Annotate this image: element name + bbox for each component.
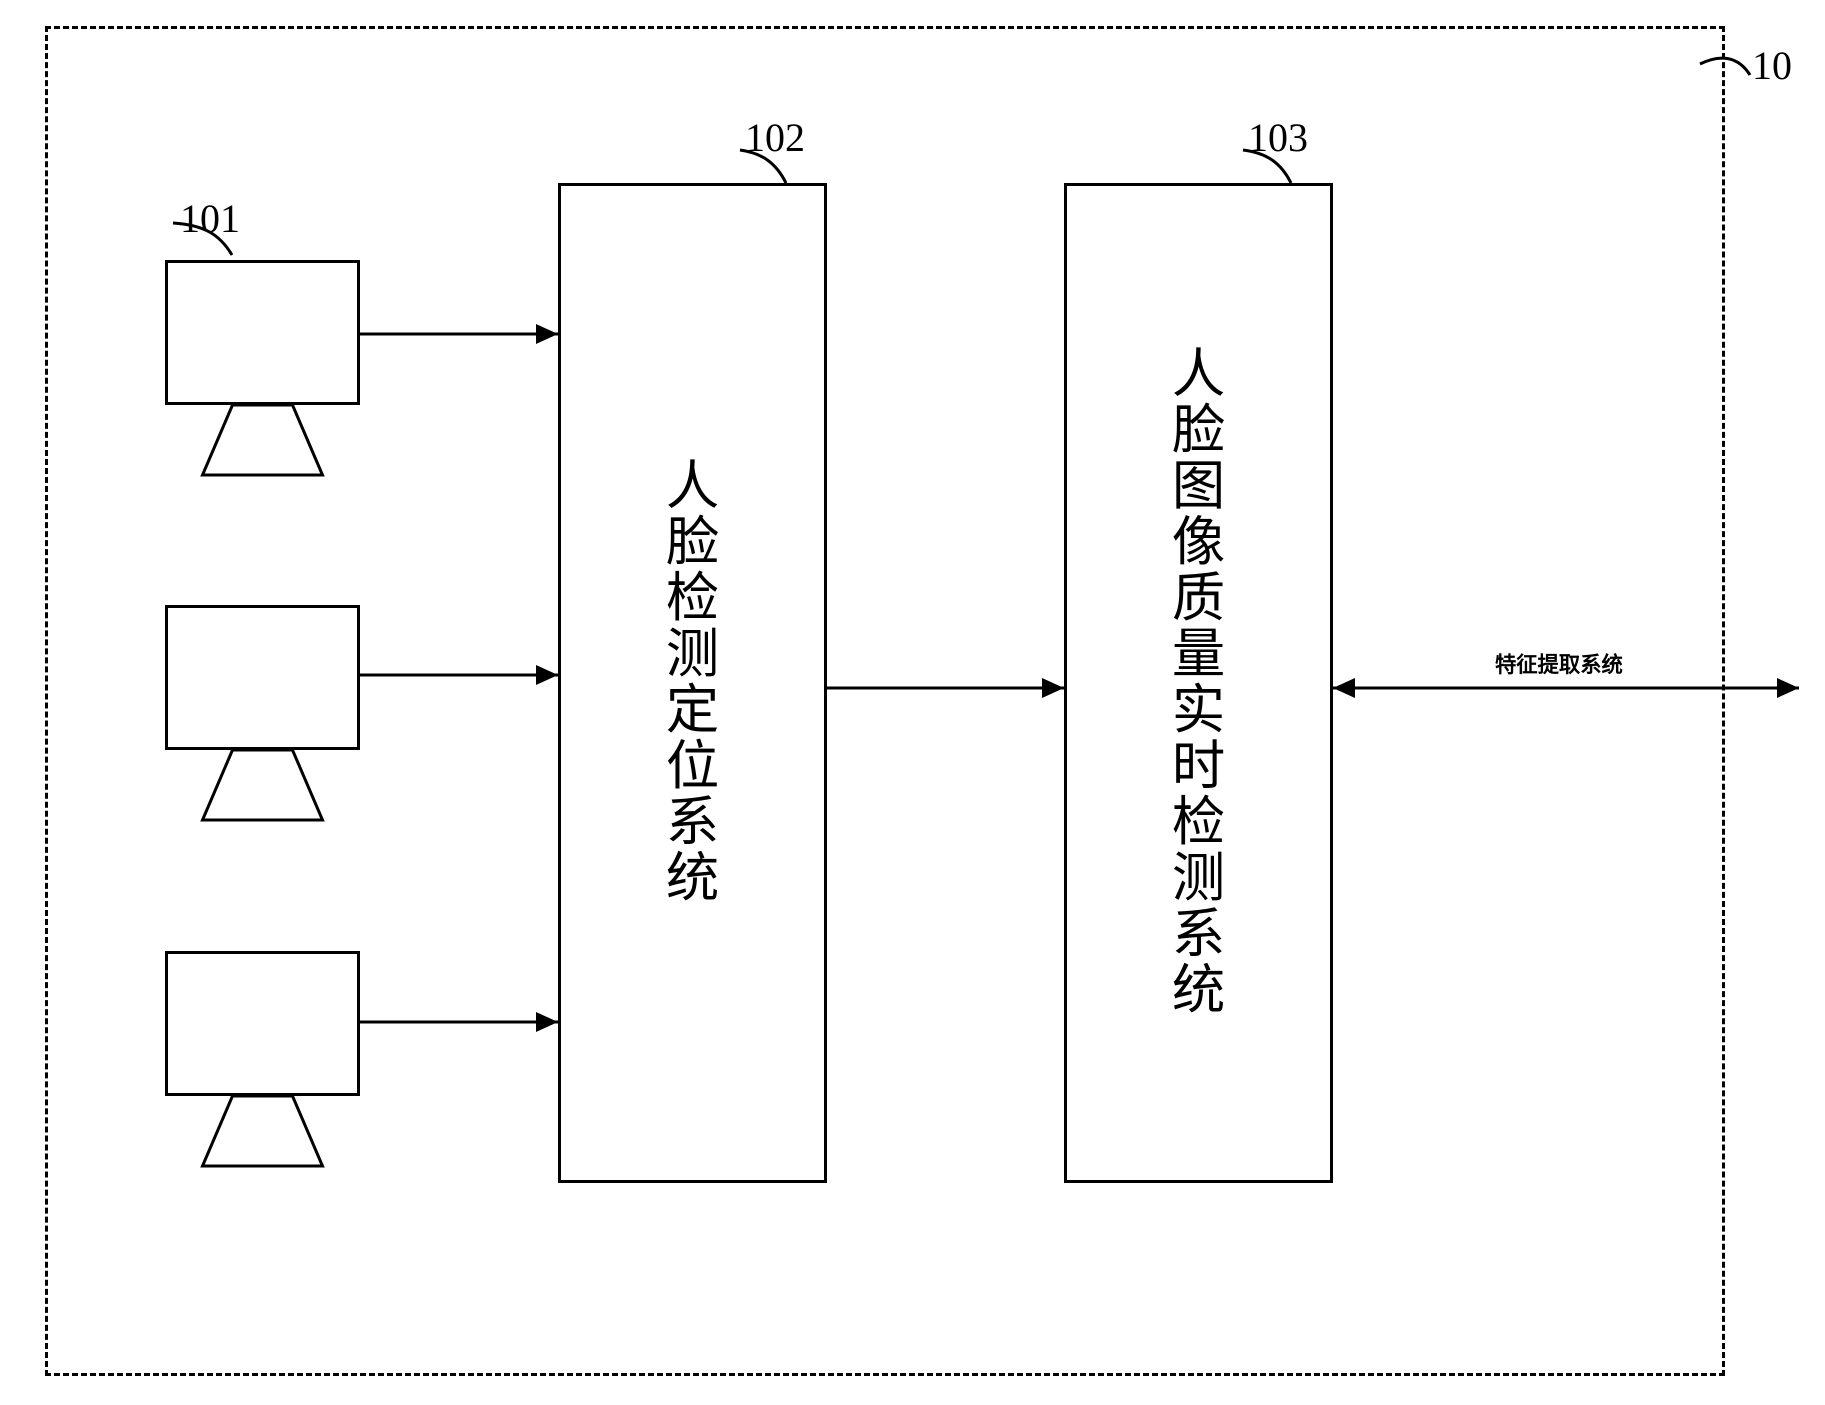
diagram-stage: 人脸检测定位系统人脸图像质量实时检测系统特征提取系统10101102103 xyxy=(0,0,1825,1405)
leader-lines xyxy=(0,0,1825,1405)
